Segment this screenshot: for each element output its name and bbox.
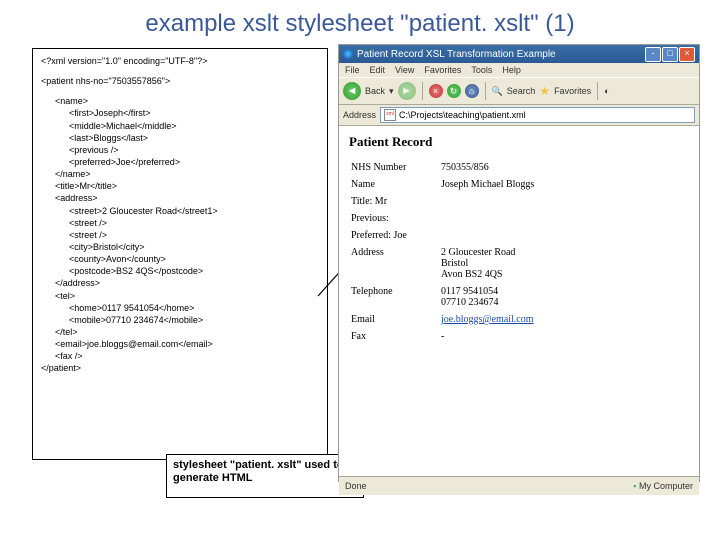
- forward-button[interactable]: ►: [398, 82, 416, 100]
- table-row: Emailjoe.bloggs@email.com: [351, 312, 687, 327]
- slide-title: example xslt stylesheet "patient. xslt" …: [0, 0, 720, 44]
- close-button[interactable]: ×: [679, 47, 695, 62]
- main-area: <?xml version="1.0" encoding="UTF-8"?> <…: [0, 44, 720, 524]
- back-label: Back: [365, 86, 385, 96]
- xml-root-open: <patient nhs-no="7503557856">: [41, 75, 319, 87]
- favorites-icon[interactable]: ★: [539, 84, 550, 98]
- home-button[interactable]: ⌂: [465, 84, 479, 98]
- back-button[interactable]: ◄: [343, 82, 361, 100]
- address-label: Address: [343, 110, 376, 120]
- status-bar: Done ▪ My Computer: [339, 476, 699, 495]
- back-drop[interactable]: ▾: [389, 86, 394, 97]
- xml-source-box: <?xml version="1.0" encoding="UTF-8"?> <…: [32, 48, 328, 460]
- address-value: C:\Projects\teaching\patient.xml: [399, 110, 526, 120]
- stop-button[interactable]: ×: [429, 84, 443, 98]
- address-bar: Address xml C:\Projects\teaching\patient…: [339, 105, 699, 126]
- favorites-label: Favorites: [554, 86, 591, 96]
- search-icon[interactable]: 🔍: [492, 86, 503, 97]
- browser-window: Patient Record XSL Transformation Exampl…: [338, 44, 700, 482]
- refresh-button[interactable]: ↻: [447, 84, 461, 98]
- xml-file-icon: xml: [384, 109, 396, 121]
- window-buttons: - □ ×: [645, 47, 695, 62]
- menu-file[interactable]: File: [345, 65, 360, 75]
- table-row: Title: Mr: [351, 194, 687, 209]
- ie-icon: [343, 49, 353, 59]
- table-row: NHS Number750355/856: [351, 160, 687, 175]
- menu-favorites[interactable]: Favorites: [424, 65, 461, 75]
- media-icon[interactable]: ◐: [604, 86, 609, 96]
- table-row: Preferred: Joe: [351, 228, 687, 243]
- maximize-button[interactable]: □: [662, 47, 678, 62]
- titlebar: Patient Record XSL Transformation Exampl…: [339, 45, 699, 63]
- page-heading: Patient Record: [349, 134, 689, 150]
- page-content: Patient Record NHS Number750355/856 NameJ…: [339, 126, 699, 476]
- patient-table: NHS Number750355/856 NameJoseph Michael B…: [349, 158, 689, 346]
- table-row: NameJoseph Michael Bloggs: [351, 177, 687, 192]
- menu-tools[interactable]: Tools: [471, 65, 492, 75]
- address-input[interactable]: xml C:\Projects\teaching\patient.xml: [380, 107, 695, 123]
- xml-declaration: <?xml version="1.0" encoding="UTF-8"?>: [41, 55, 319, 67]
- email-link[interactable]: joe.bloggs@email.com: [441, 314, 534, 325]
- menubar: File Edit View Favorites Tools Help: [339, 63, 699, 77]
- window-title: Patient Record XSL Transformation Exampl…: [357, 49, 556, 60]
- menu-edit[interactable]: Edit: [370, 65, 386, 75]
- table-row: Address2 Gloucester RoadBristolAvon BS2 …: [351, 245, 687, 282]
- status-done: Done: [345, 481, 367, 491]
- xml-body: <name><first>Joseph</first><middle>Micha…: [41, 95, 319, 362]
- table-row: Previous:: [351, 211, 687, 226]
- menu-help[interactable]: Help: [502, 65, 521, 75]
- status-zone: ▪ My Computer: [633, 481, 693, 491]
- minimize-button[interactable]: -: [645, 47, 661, 62]
- xml-root-close: </patient>: [41, 362, 319, 374]
- search-label: Search: [507, 86, 536, 96]
- toolbar: ◄ Back ▾ ► × ↻ ⌂ 🔍 Search ★ Favorites ◐: [339, 77, 699, 105]
- caption-box: stylesheet "patient. xslt" used to gener…: [166, 454, 364, 498]
- table-row: Fax-: [351, 329, 687, 344]
- menu-view[interactable]: View: [395, 65, 414, 75]
- table-row: Telephone0117 954105407710 234674: [351, 284, 687, 310]
